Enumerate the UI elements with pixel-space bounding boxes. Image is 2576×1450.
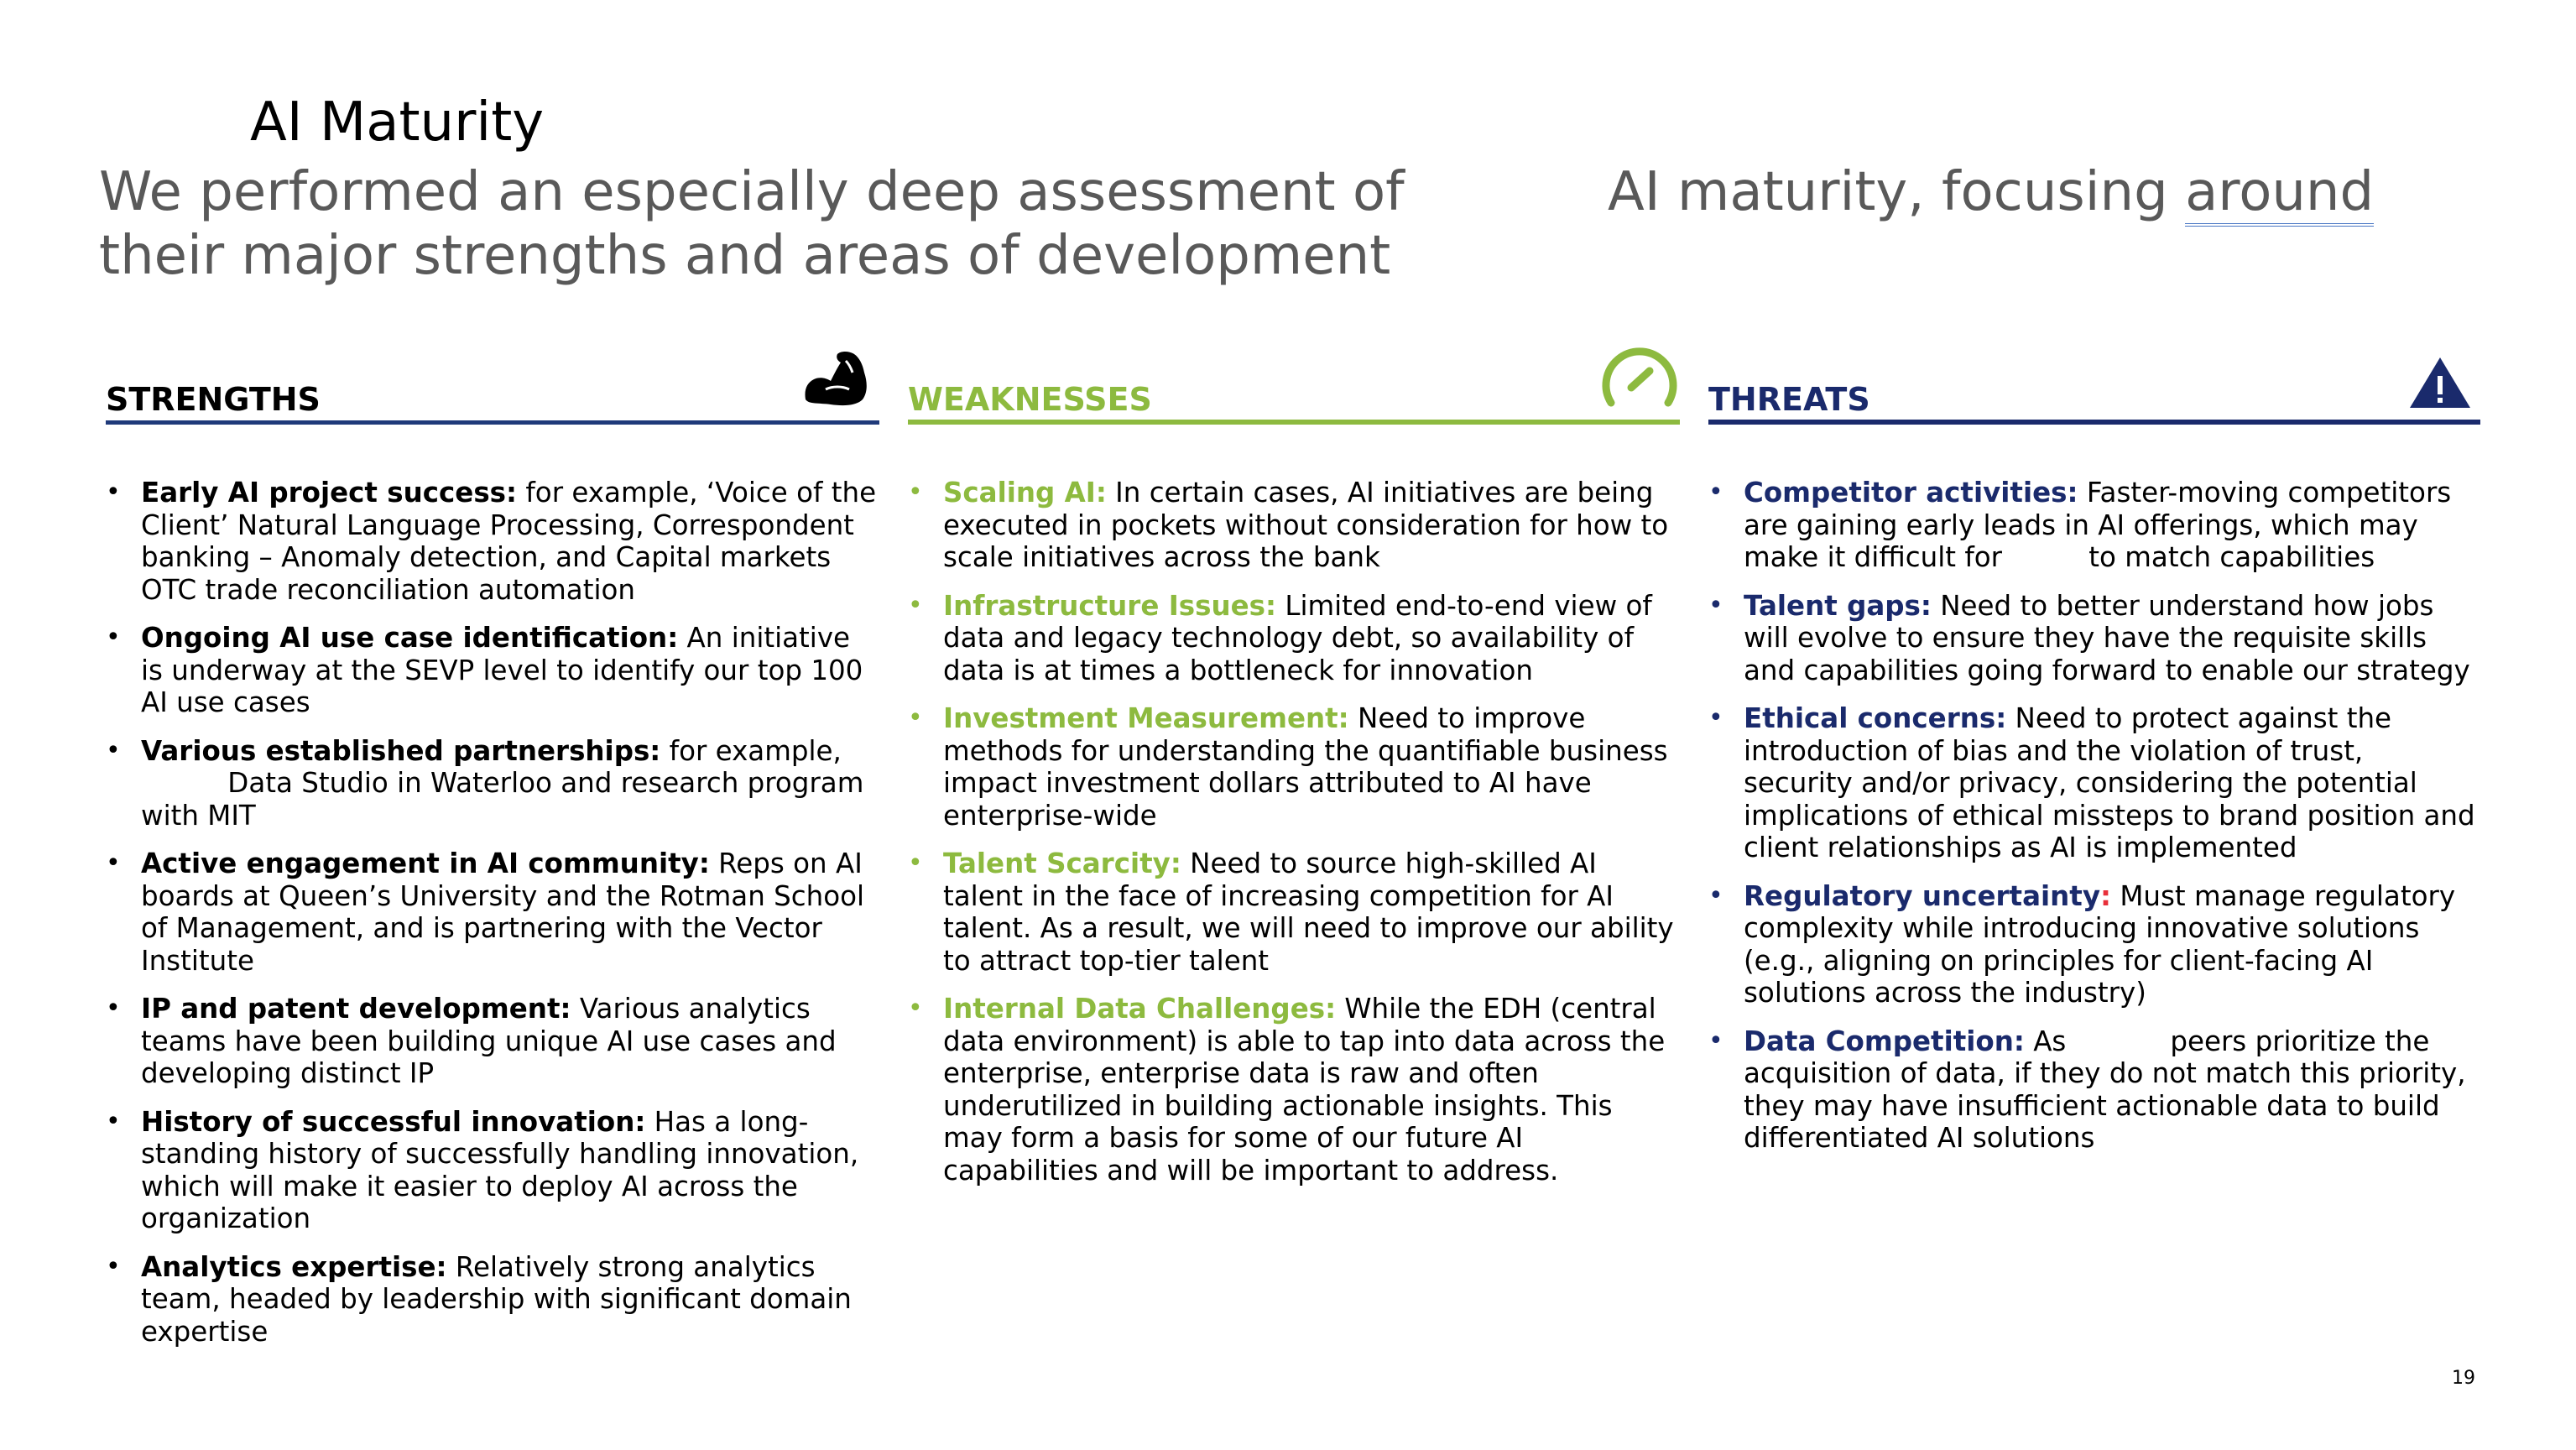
slide-title: AI Maturity [250, 91, 545, 154]
weaknesses-item-label: Internal Data Challenges: [943, 993, 1337, 1025]
strengths-item: • History of successful innovation: Has a… [106, 1106, 879, 1235]
weaknesses-item: • Talent Scarcity: Need to source high-sk… [908, 848, 1680, 977]
threats-item-text: Faster-moving competitors are gaining ea… [1744, 477, 2452, 573]
threats-heading: THREATS [1708, 381, 1870, 418]
threats-item-text: As peers prioritize the acquisition of d… [1744, 1025, 2466, 1155]
strengths-item: • IP and patent development: Various anal… [106, 993, 879, 1090]
strengths-item-text: Reps on AI boards at Queen’s University … [141, 848, 865, 977]
warning-triangle-icon [2408, 356, 2472, 413]
subtitle-right-text: AI maturity, focusing [1608, 161, 2186, 223]
weaknesses-rule [908, 420, 1680, 425]
weaknesses-item-text: Limited end-to-end view of data and lega… [943, 589, 1652, 686]
strengths-item-label: Ongoing AI use case identification: [141, 622, 679, 654]
threats-rule [1708, 420, 2480, 425]
weaknesses-item-text: Need to improve methods for understandin… [943, 702, 1668, 832]
strengths-list: • Early AI project success: for example, … [106, 477, 879, 1348]
threats-header: THREATS [1708, 344, 2480, 425]
strengths-item-label: Analytics expertise: [141, 1250, 447, 1283]
subtitle-line-1: We performed an especially deep assessme… [99, 161, 1405, 223]
strengths-item: • Analytics expertise: Relatively strong … [106, 1251, 879, 1348]
bullet-icon: • [106, 1251, 121, 1281]
threats-item-text: Need to protect against the introduction… [1744, 702, 2475, 863]
weaknesses-item-label: Investment Measurement: [943, 702, 1349, 734]
strengths-item-text: An initiative is underway at the SEVP le… [141, 622, 863, 718]
threats-item-label: Talent gaps: [1744, 589, 1932, 622]
threats-item: • Talent gaps: Need to better understand … [1708, 590, 2480, 687]
strengths-header: STRENGTHS [106, 344, 879, 425]
weaknesses-item-text: While the EDH (central data environment)… [943, 993, 1666, 1187]
strengths-item-text: for example, ‘Voice of the Client’ Natur… [141, 477, 877, 606]
strengths-item-label: Various established partnerships: [141, 734, 661, 767]
strengths-item-text: Relatively strong analytics team, headed… [141, 1250, 852, 1348]
weaknesses-item: • Internal Data Challenges: While the EDH… [908, 993, 1680, 1187]
speedometer-icon [1599, 337, 1680, 416]
bullet-icon: • [106, 623, 121, 652]
bullet-icon: • [1708, 477, 1723, 507]
threats-item-label: Regulatory uncertainty [1744, 879, 2101, 912]
weaknesses-heading: WEAKNESSES [908, 381, 1152, 418]
bullet-icon: • [106, 1106, 121, 1136]
threats-item-label-tail: : [2100, 879, 2112, 912]
weaknesses-item: • Infrastructure Issues: Limited end-to-e… [908, 590, 1680, 687]
threats-item: • Data Competition: As peers prioritize t… [1708, 1025, 2480, 1155]
threats-item: • Competitor activities: Faster-moving co… [1708, 477, 2480, 574]
bullet-icon: • [1708, 703, 1723, 733]
strengths-item-text: Various analytics teams have been buildi… [141, 993, 837, 1089]
bullet-icon: • [908, 994, 923, 1023]
strengths-item: • Various established partnerships: for e… [106, 735, 879, 832]
strengths-column: STRENGTHS • Early AI project success: for… [106, 344, 879, 1364]
threats-item: • Ethical concerns: Need to protect again… [1708, 702, 2480, 864]
bullet-icon: • [106, 848, 121, 878]
bullet-icon: • [106, 994, 121, 1023]
threats-item: • Regulatory uncertainty: Must manage reg… [1708, 880, 2480, 1009]
bullet-icon: • [1708, 1025, 1723, 1056]
page-number: 19 [2452, 1368, 2475, 1389]
weaknesses-list: • Scaling AI: In certain cases, AI initia… [908, 477, 1680, 1187]
threats-item-label: Competitor activities: [1744, 477, 2078, 509]
subtitle-line-2: their major strengths and areas of devel… [99, 225, 1391, 287]
bullet-icon: • [908, 477, 923, 507]
bullet-icon: • [908, 848, 923, 878]
threats-list: • Competitor activities: Faster-moving co… [1708, 477, 2480, 1155]
bullet-icon: • [106, 735, 121, 765]
threats-column: THREATS • Competitor activities: Faster-m… [1708, 344, 2480, 1171]
bullet-icon: • [908, 590, 923, 620]
threats-item-text: Need to better understand how jobs will … [1744, 589, 2470, 686]
strengths-rule [106, 420, 879, 425]
strengths-item: • Early AI project success: for example, … [106, 477, 879, 606]
weaknesses-item: • Investment Measurement: Need to improve… [908, 702, 1680, 832]
strengths-item-label: IP and patent development: [141, 993, 571, 1025]
strengths-item: • Ongoing AI use case identification: An … [106, 622, 879, 719]
strengths-heading: STRENGTHS [106, 381, 321, 418]
bullet-icon: • [1708, 880, 1723, 910]
subtitle-right: AI maturity, focusing around [1608, 159, 2375, 227]
weaknesses-item-label: Talent Scarcity: [943, 848, 1181, 879]
weaknesses-column: WEAKNESSES • Scaling AI: In certain cases… [908, 344, 1680, 1202]
bullet-icon: • [908, 703, 923, 733]
threats-item-label: Data Competition: [1744, 1025, 2025, 1057]
strengths-item-text: for example, Data Studio in Waterloo and… [141, 734, 864, 832]
strengths-item-label: Early AI project success: [141, 477, 518, 509]
strengths-item-text: Has a long-standing history of successfu… [141, 1105, 859, 1235]
weaknesses-item-label: Infrastructure Issues: [943, 589, 1276, 622]
weaknesses-header: WEAKNESSES [908, 344, 1680, 425]
strengths-item-label: Active engagement in AI community: [141, 848, 710, 879]
flexed-bicep-icon [800, 349, 873, 411]
strengths-item: • Active engagement in AI community: Reps… [106, 848, 879, 977]
threats-item-text: Must manage regulatory complexity while … [1744, 879, 2456, 1009]
bullet-icon: • [1708, 590, 1723, 620]
weaknesses-item-label: Scaling AI: [943, 477, 1107, 509]
threats-item-label: Ethical concerns: [1744, 702, 2007, 734]
bullet-icon: • [106, 477, 121, 507]
strengths-item-label: History of successful innovation: [141, 1105, 646, 1138]
weaknesses-item: • Scaling AI: In certain cases, AI initia… [908, 477, 1680, 574]
weaknesses-item-text: Need to source high-skilled AI talent in… [943, 848, 1674, 977]
subtitle-link[interactable]: around [2185, 161, 2375, 227]
weaknesses-item-text: In certain cases, AI initiatives are bei… [943, 477, 1669, 573]
